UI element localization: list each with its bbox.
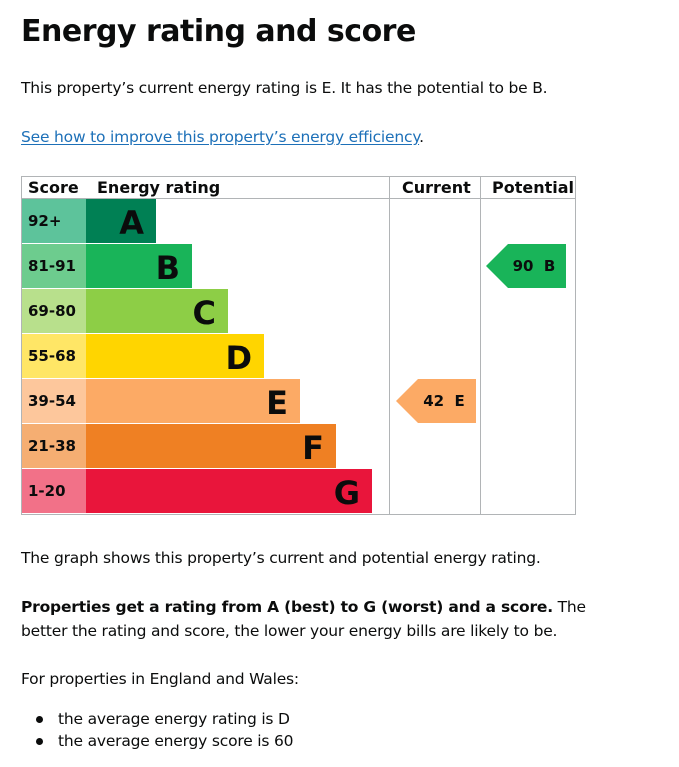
band-letter-e: E: [266, 384, 288, 422]
averages-list: the average energy rating is D the avera…: [21, 708, 293, 752]
band-letter-b: B: [155, 249, 180, 287]
band-bar-f: F: [86, 424, 336, 468]
band-bar-b: B: [86, 244, 192, 288]
bullet-icon: [36, 716, 43, 723]
band-bar-a: A: [86, 199, 156, 243]
improve-efficiency-link[interactable]: See how to improve this property’s energ…: [21, 128, 420, 146]
potential-header: Potential: [492, 178, 575, 197]
current-arrow-shape: [396, 379, 476, 423]
rating-intro: This property’s current energy rating is…: [21, 79, 548, 97]
header-divider: [21, 198, 575, 199]
potential-arrow-shape: [486, 244, 566, 288]
band-score-g: 1-20: [22, 469, 86, 513]
average-score-text: the average energy score is 60: [58, 732, 294, 750]
band-letter-c: C: [192, 294, 216, 332]
band-bar-g: G: [86, 469, 372, 513]
average-rating-text: the average energy rating is D: [58, 710, 290, 728]
rating-explanation-rest: The better the rating and score, the low…: [21, 598, 586, 640]
potential-column-divider: [480, 176, 481, 514]
band-letter-a: A: [119, 204, 144, 242]
averages-intro: For properties in England and Wales:: [21, 670, 299, 688]
band-score-a: 92+: [22, 199, 86, 243]
energy-rating-header: Energy rating: [97, 178, 221, 197]
band-letter-d: D: [225, 339, 252, 377]
band-letter-g: G: [333, 474, 360, 512]
band-bar-d: D: [86, 334, 264, 378]
improve-paragraph: See how to improve this property’s energ…: [21, 125, 424, 149]
band-score-e: 39-54: [22, 379, 86, 423]
bullet-icon: [36, 738, 43, 745]
potential-rating-label: 90 B: [512, 257, 556, 275]
link-suffix: .: [419, 128, 424, 146]
energy-rating-chart: Score Energy rating Current Potential 92…: [21, 176, 576, 515]
graph-caption: The graph shows this property’s current …: [21, 549, 541, 567]
current-column-divider: [389, 176, 390, 514]
current-rating-marker: 42 E: [396, 379, 476, 423]
band-bar-e: E: [86, 379, 300, 423]
list-item: the average energy score is 60: [21, 730, 293, 752]
band-score-d: 55-68: [22, 334, 86, 378]
chart-frame: [21, 176, 576, 515]
page-title: Energy rating and score: [21, 14, 416, 49]
band-bar-c: C: [86, 289, 228, 333]
current-rating-label: 42 E: [423, 392, 465, 410]
band-score-f: 21-38: [22, 424, 86, 468]
potential-rating-marker: 90 B: [486, 244, 566, 288]
score-header: Score: [28, 178, 79, 197]
rating-explanation: Properties get a rating from A (best) to…: [21, 595, 611, 643]
current-header: Current: [402, 178, 471, 197]
band-score-b: 81-91: [22, 244, 86, 288]
rating-explanation-bold: Properties get a rating from A (best) to…: [21, 598, 553, 616]
band-score-c: 69-80: [22, 289, 86, 333]
band-letter-f: F: [302, 429, 324, 467]
list-item: the average energy rating is D: [21, 708, 293, 730]
